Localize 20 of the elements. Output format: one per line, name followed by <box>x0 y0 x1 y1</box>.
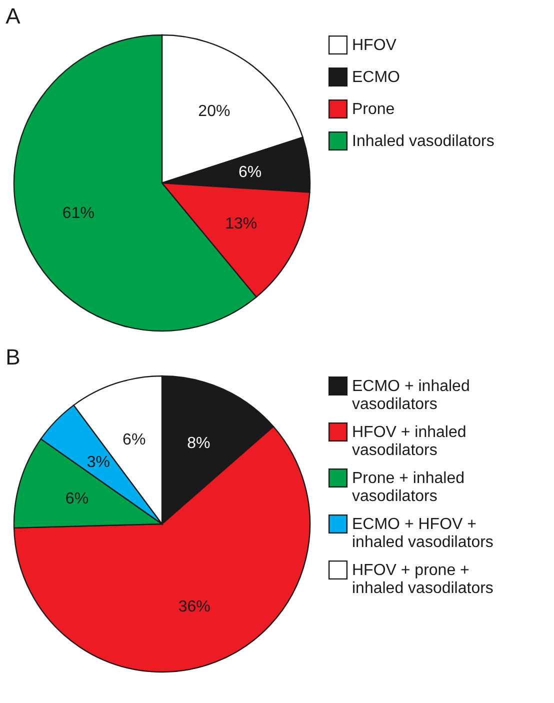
data-label: 6% <box>65 490 89 508</box>
data-label: 61% <box>62 205 94 222</box>
data-label: 6% <box>122 432 146 449</box>
legend-label: ECMO + inhaled vasodilators <box>352 378 470 413</box>
chart-title: A <box>6 4 21 29</box>
data-label: 36% <box>178 598 210 616</box>
legend-label: HFOV + inhaled vasodilators <box>352 424 466 459</box>
legend-label: HFOV + prone + inhaled vasodilators <box>352 562 494 597</box>
legend-label: Prone <box>352 101 395 118</box>
data-label: 13% <box>225 215 258 232</box>
chart-title: B <box>6 344 20 370</box>
legend-label: Prone + inhaled vasodilators <box>352 470 465 505</box>
legend-label: ECMO <box>352 69 400 86</box>
legend-label: Inhaled vasodilators <box>352 133 494 150</box>
legend-label: HFOV <box>352 37 397 54</box>
legend-label: ECMO + HFOV + inhaled vasodilators <box>352 516 494 551</box>
data-label: 20% <box>198 103 230 120</box>
data-label: 3% <box>86 454 110 472</box>
data-label: 8% <box>187 435 210 452</box>
data-label: 6% <box>238 164 262 181</box>
